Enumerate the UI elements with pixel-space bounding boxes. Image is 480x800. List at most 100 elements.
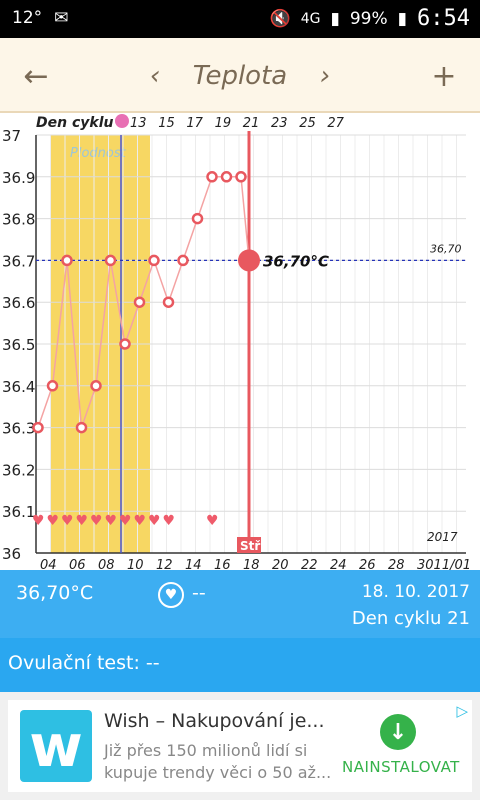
ovulation-test-row[interactable]: Ovulační test: -- [0,638,480,692]
temperature-point [235,171,247,183]
heart-mark: ♥ [134,513,147,529]
cycle-day-tick: 25 [299,116,316,131]
heart-value: -- [192,582,206,604]
date-tick: 06 [69,558,86,570]
reference-line-label: 36,70 [430,242,462,255]
notification-icon: ✉ [54,8,69,28]
year-label: 2017 [427,530,458,544]
temperature-point [90,380,102,392]
battery-percent: 99% [349,8,388,29]
heart-mark: ♥ [76,513,89,529]
y-tick-label: 36.1 [2,503,35,521]
adchoices-icon[interactable]: ▷ [456,702,468,720]
heart-icon[interactable]: ♥ [158,582,184,608]
y-tick-label: 36.5 [2,336,35,354]
date-tick: 20 [272,558,289,570]
date-tick: 12 [156,558,173,570]
temperature-point [148,254,160,267]
y-tick-label: 36.2 [2,461,35,479]
mute-icon: 🔇 [269,8,291,29]
ad-card[interactable]: w Wish – Nakupování je... Již přes 150 m… [8,700,472,792]
heart-mark: ♥ [32,513,45,529]
heart-mark: ♥ [105,513,118,529]
date-tick: 10 [127,558,144,570]
temperature-line-segment [240,176,250,261]
ovulation-dot [115,114,129,128]
heart-mark: ♥ [61,513,74,529]
temperature-point [119,338,131,350]
cycle-day: Den cyklu 21 [351,608,470,629]
cycle-day-tick: 21 [243,116,260,131]
clock: 6:54 [417,6,470,31]
heart-mark: ♥ [206,513,219,529]
date-tick: 14 [185,558,202,570]
cycle-day-tick: 15 [158,116,175,131]
chart-svg[interactable]: Plodnost 37 36.9 36.8 36.7 36.6 36.5 36.4 36.3 36… [0,113,480,573]
y-tick-label: 36.8 [2,211,35,229]
y-tick-label: 37 [2,127,21,145]
signal-icon: ▮ [330,8,340,29]
network-type: 4G [300,10,321,27]
app-bar: ← ‹ Teplota › + [0,38,480,113]
temperature-point [46,380,59,392]
y-tick-label: 36.3 [2,420,35,438]
selected-temperature: 36,70°C [16,582,94,604]
cycle-day-tick: 27 [327,116,344,131]
date-tick: 3011/01 [417,558,471,570]
temperature-point [177,254,189,267]
date-tick: 08 [98,558,115,570]
y-tick-label: 36.6 [2,294,35,312]
plus-icon[interactable]: + [431,58,457,94]
date-tick: 18 [243,558,260,570]
y-tick-label: 36.9 [2,169,35,187]
cycle-header-label: Den cyklu [36,115,113,131]
today-marker [237,537,261,553]
install-button[interactable]: NAINSTALOVAT [342,758,460,776]
temperature-point [220,171,233,183]
temperature-point [75,421,88,434]
ad-description: Již přes 150 milionů lidí si kupuje tren… [104,741,332,782]
ovulation-test-label: Ovulační test: -- [8,652,160,674]
today-marker-label: Stř [240,539,260,553]
selected-temperature-point [238,249,260,272]
ad-title: Wish – Nakupování je... [104,710,325,732]
date-tick: 16 [214,558,231,570]
temperature-point [191,212,204,225]
temperature-point [104,254,117,267]
fertile-label: Plodnost [70,146,127,161]
heart-mark: ♥ [119,513,132,529]
heart-mark: ♥ [47,513,60,529]
info-bar: 36,70°C ♥ -- 18. 10. 2017 Den cyklu 21 [0,570,480,638]
heart-mark: ♥ [148,513,161,529]
date-tick: 24 [330,558,347,570]
arrow-left-icon[interactable]: ← [23,58,49,94]
page-title: Teplota [192,61,288,91]
temperature-point [206,171,218,183]
cycle-day-tick: 17 [186,116,203,131]
download-icon[interactable]: ↓ [380,714,416,750]
weather-temperature: 12° [12,8,43,28]
heart-mark: ♥ [90,513,103,529]
wish-logo-icon: w [20,710,92,782]
temperature-chart[interactable]: Plodnost 37 36.9 36.8 36.7 36.6 36.5 36.4 36.3 36… [0,113,480,573]
date-tick: 04 [40,558,57,570]
title-group: ‹ Teplota › [150,56,330,96]
temperature-point [162,296,175,308]
date-tick: 22 [301,558,318,570]
cycle-day-tick: 19 [215,116,232,131]
status-bar: 12° ✉ 🔇 4G ▮ 99% ▮ 6:54 [0,0,480,38]
cycle-day-tick: 23 [271,116,288,131]
cycle-day-tick: 13 [130,116,147,131]
heart-mark: ♥ [163,513,176,529]
date-tick: 26 [359,558,376,570]
date-tick: 28 [388,558,405,570]
ad-banner[interactable]: w Wish – Nakupování je... Již přes 150 m… [0,692,480,800]
chevron-right-icon[interactable]: › [319,61,330,91]
temperature-point [32,421,44,434]
temperature-point [133,296,146,308]
temperature-point [61,254,73,267]
chevron-left-icon[interactable]: ‹ [150,61,161,91]
y-tick-label: 36.7 [2,252,35,270]
battery-icon: ▮ [397,8,408,29]
y-tick-label: 36.4 [2,378,35,396]
